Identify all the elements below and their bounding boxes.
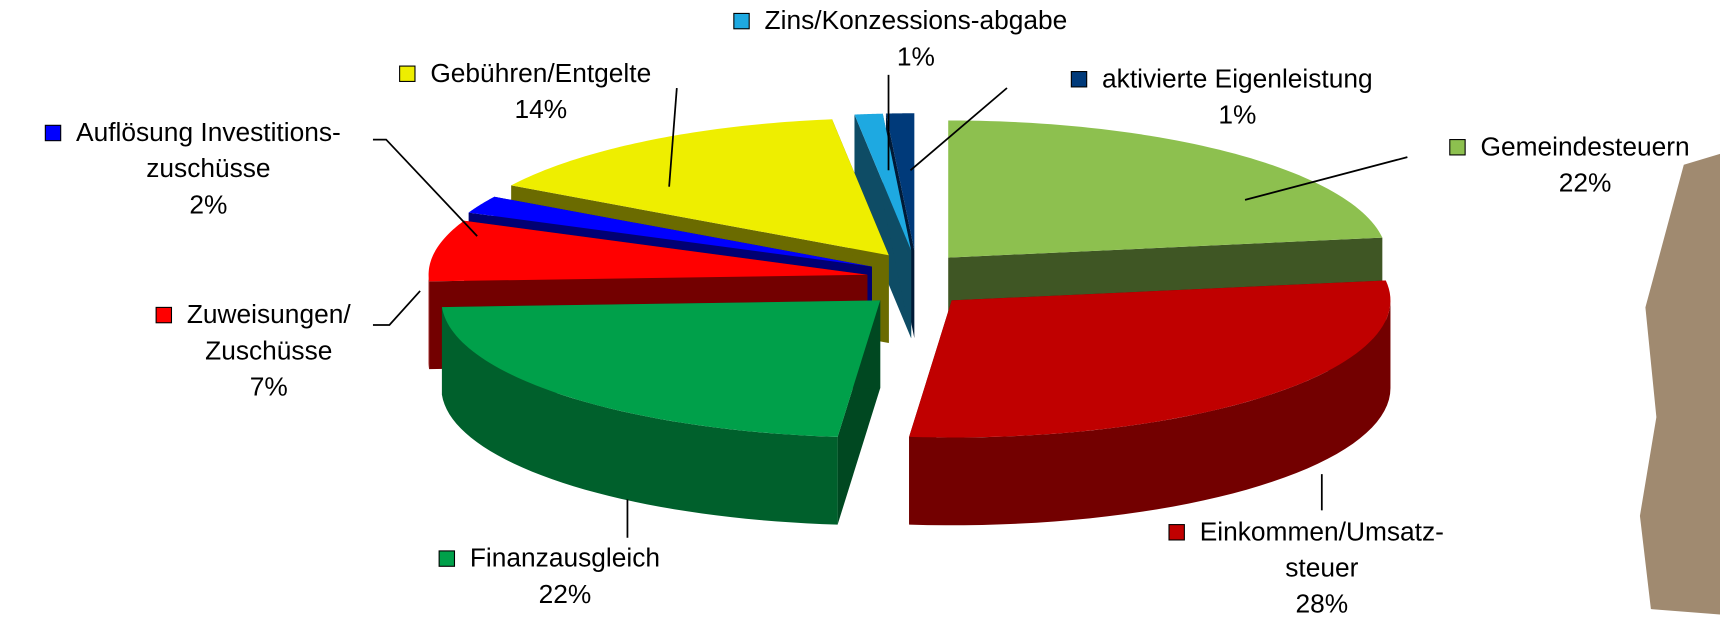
data-label-value: 22% xyxy=(539,579,592,609)
slice xyxy=(909,280,1390,525)
slice xyxy=(948,120,1382,257)
page: {"chart_data": {"type": "pie3d", "catego… xyxy=(0,0,1720,617)
legend-swatch xyxy=(45,125,60,140)
data-label: Auflösung Investitions- xyxy=(76,117,341,147)
data-label-value: 7% xyxy=(250,372,288,402)
data-label-value: 28% xyxy=(1295,589,1348,617)
data-label: steuer xyxy=(1285,553,1358,583)
slice-wall xyxy=(429,275,430,369)
data-label: Finanzausgleich xyxy=(470,543,660,573)
data-label: Zuweisungen/ xyxy=(187,299,352,329)
data-label: Zins/Konzessions-abgabe xyxy=(765,5,1068,35)
data-label-value: 2% xyxy=(189,189,227,219)
legend-swatch xyxy=(1071,72,1086,87)
data-label-value: 1% xyxy=(897,41,935,71)
background-rock xyxy=(1640,154,1720,615)
legend-swatch xyxy=(439,551,454,566)
legend-swatch xyxy=(156,307,171,322)
legend-swatch xyxy=(400,66,415,81)
legend-swatch xyxy=(1169,525,1184,540)
data-label-value: 14% xyxy=(514,94,567,124)
leader-line xyxy=(373,291,420,325)
data-label: Zuschüsse xyxy=(205,335,332,365)
data-label: Gemeindesteuern xyxy=(1480,131,1689,161)
data-label: Gebühren/Entgelte xyxy=(430,58,651,88)
data-label: Einkommen/Umsatz- xyxy=(1200,516,1444,546)
legend-swatch xyxy=(734,13,749,28)
legend-swatch xyxy=(1450,140,1465,155)
data-label: aktivierte Eigenleistung xyxy=(1102,63,1373,93)
leader-line xyxy=(373,140,477,237)
slice xyxy=(442,300,880,524)
data-label: zuschüsse xyxy=(146,153,270,183)
chart: Gemeindesteuern 22% Einkommen/Umsatz-steue… xyxy=(0,0,1720,617)
data-label-value: 22% xyxy=(1559,167,1612,197)
data-label-value: 1% xyxy=(1218,99,1256,129)
